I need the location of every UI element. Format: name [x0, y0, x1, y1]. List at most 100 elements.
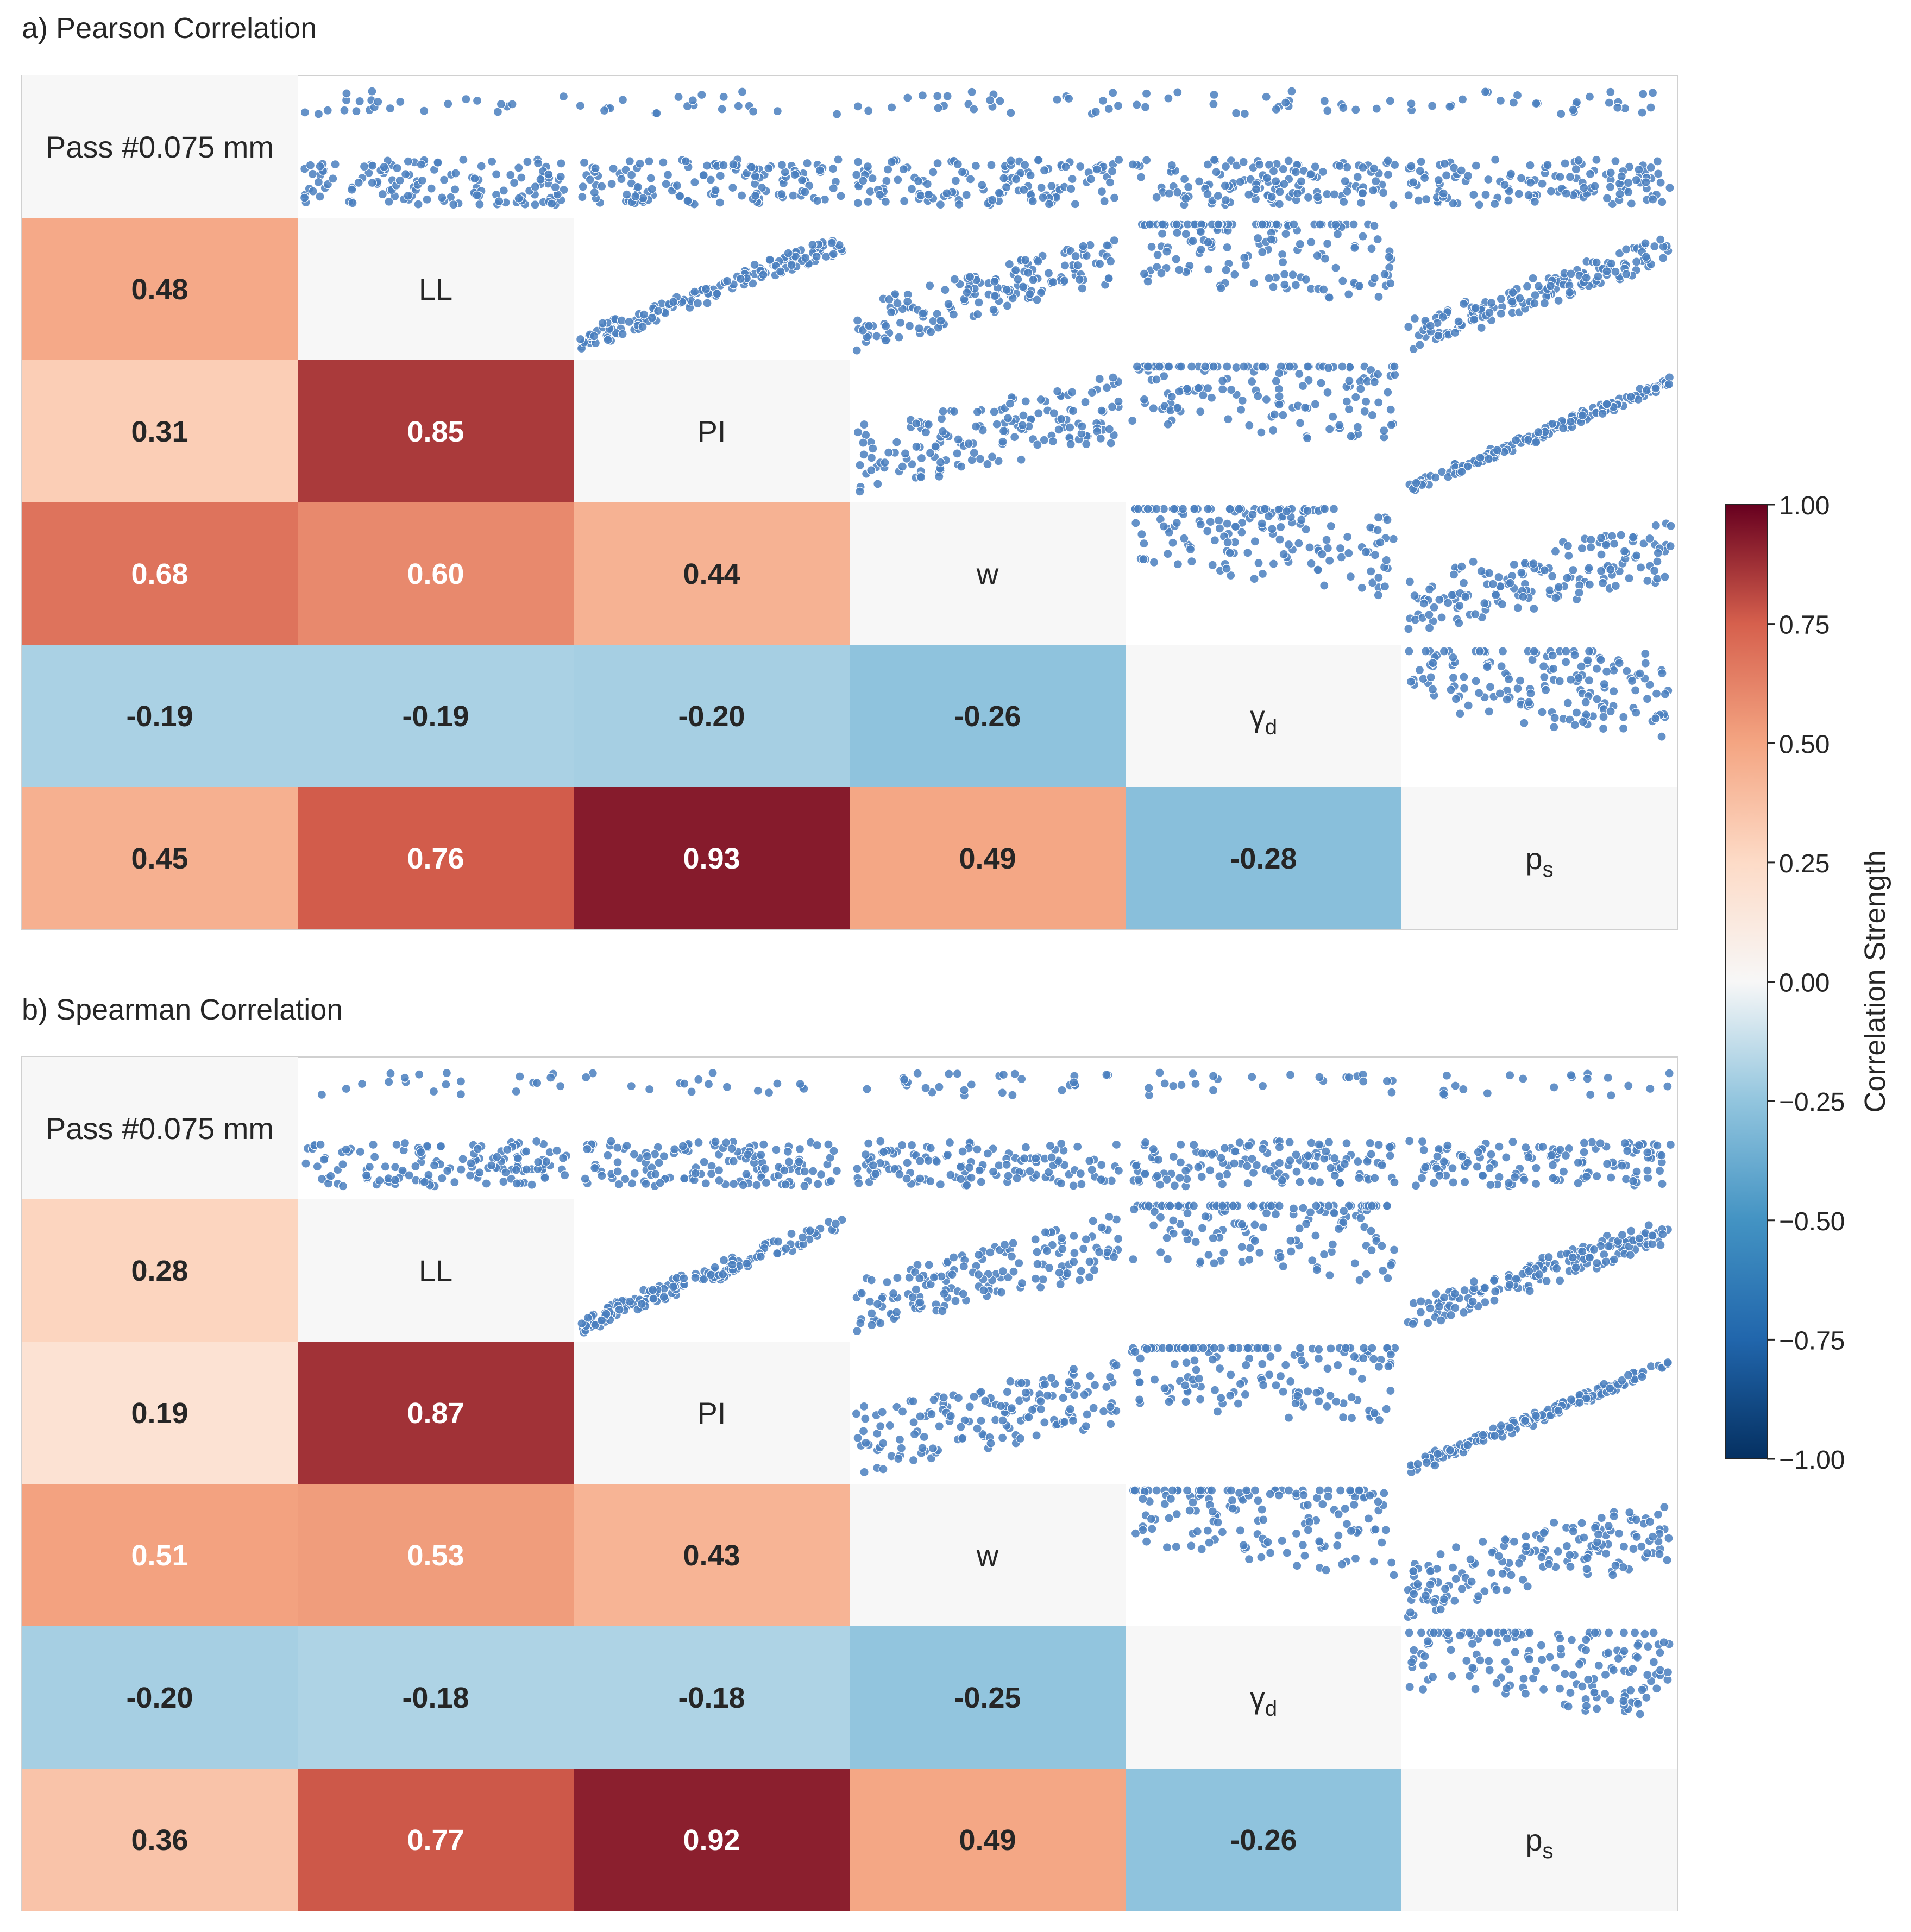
scatter-point [1329, 504, 1339, 514]
scatter-point [1438, 188, 1448, 198]
scatter-point [915, 1298, 925, 1307]
scatter-point [1429, 1628, 1439, 1638]
scatter-point [1018, 282, 1028, 292]
scatter-point [715, 198, 725, 207]
scatter-point [853, 198, 863, 208]
scatter-point [903, 93, 913, 103]
scatter-point [1491, 1287, 1500, 1297]
scatter-point [1435, 595, 1444, 605]
scatter-point [1359, 1077, 1368, 1086]
scatter-point [443, 1166, 452, 1176]
scatter-cell [1404, 87, 1675, 210]
scatter-point [986, 160, 996, 170]
scatter-point [1191, 1079, 1200, 1089]
scatter-point [1439, 646, 1449, 656]
scatter-point [1274, 1158, 1284, 1168]
scatter-point [1261, 394, 1271, 405]
scatter-point [1536, 1640, 1546, 1650]
scatter-point [1502, 1634, 1512, 1644]
scatter-point [1464, 1628, 1474, 1638]
scatter-point [829, 1146, 839, 1156]
scatter-point [1599, 712, 1608, 722]
scatter-point [542, 1157, 551, 1167]
scatter-point [1379, 1488, 1389, 1498]
scatter-point [1102, 241, 1112, 250]
scatter-point [661, 179, 671, 189]
scatter-point [1367, 1201, 1376, 1211]
scatter-point [956, 462, 966, 471]
scatter-point [1130, 1528, 1141, 1538]
scatter-point [1296, 177, 1306, 186]
scatter-point [1239, 362, 1249, 372]
scatter-point [608, 163, 618, 173]
scatter-point [1649, 1628, 1658, 1638]
scatter-point [1206, 1486, 1217, 1495]
scatter-point [1315, 219, 1325, 229]
scatter-point [1113, 1234, 1123, 1244]
scatter-point [1241, 1360, 1251, 1370]
scatter-point [1007, 1404, 1016, 1413]
scatter-point [893, 175, 903, 185]
scatter-point [1152, 1486, 1162, 1495]
colorbar-tick-label: 0.75 [1779, 611, 1830, 640]
scatter-point [1052, 95, 1062, 104]
scatter-point [1139, 539, 1149, 549]
scatter-point [974, 1250, 984, 1260]
scatter-point [1357, 188, 1368, 198]
scatter-point [1581, 697, 1591, 707]
scatter-point [1133, 504, 1143, 514]
scatter-point [1323, 239, 1332, 249]
scatter-point [996, 1287, 1007, 1297]
scatter-point [1577, 544, 1587, 553]
scatter-point [1613, 1653, 1624, 1664]
scatter-point [1167, 160, 1177, 170]
scatter-point [1220, 181, 1230, 191]
scatter-point [1384, 252, 1394, 262]
scatter-point [1430, 473, 1441, 482]
scatter-point [1068, 1364, 1079, 1374]
scatter-point [347, 185, 357, 194]
scatter-point [1128, 416, 1137, 426]
scatter-point [1147, 242, 1156, 252]
scatter-point [1159, 521, 1169, 531]
scatter-point [1298, 1540, 1307, 1550]
scatter-point [648, 1285, 658, 1295]
scatter-point [1240, 253, 1249, 263]
scatter-point [1105, 1372, 1115, 1382]
scatter-point [514, 163, 524, 173]
scatter-point [1070, 1248, 1079, 1258]
scatter-point [800, 1167, 809, 1176]
scatter-point [1608, 1665, 1618, 1675]
scatter-point [1430, 1461, 1440, 1470]
scatter-point [1208, 1507, 1218, 1516]
scatter-point [1539, 672, 1549, 682]
scatter-point [1617, 1161, 1627, 1170]
scatter-point [658, 158, 668, 167]
scatter-point [1485, 1163, 1494, 1173]
scatter-point [426, 184, 436, 193]
scatter-point [1550, 546, 1561, 556]
scatter-point [983, 459, 992, 469]
panel-a-title: a) Pearson Correlation [22, 12, 317, 45]
scatter-point [1342, 1138, 1351, 1148]
scatter-point [1583, 656, 1593, 665]
scatter-point [714, 1166, 724, 1175]
scatter-point [603, 1150, 613, 1160]
scatter-point [1058, 1393, 1068, 1403]
scatter-point [1490, 199, 1500, 209]
scatter-point [1196, 1486, 1206, 1495]
scatter-point [1624, 574, 1634, 583]
scatter-point [1483, 174, 1493, 185]
scatter-point [1568, 105, 1578, 115]
scatter-point [1474, 200, 1484, 210]
scatter-point [892, 1273, 902, 1283]
scatter-point [938, 426, 948, 436]
scatter-point [1368, 186, 1378, 196]
scatter-point [312, 1162, 322, 1172]
scatter-point [323, 105, 332, 115]
scatter-point [923, 1155, 933, 1166]
scatter-point [1323, 1364, 1332, 1374]
scatter-point [577, 192, 587, 202]
scatter-point [1005, 1376, 1015, 1386]
scatter-point [866, 1275, 876, 1285]
